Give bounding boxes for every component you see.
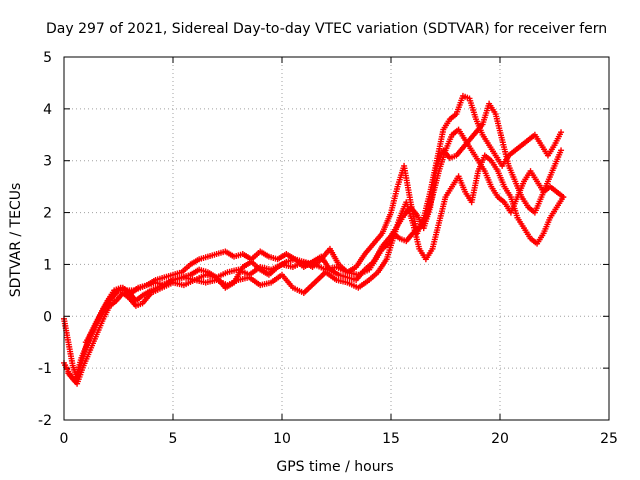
y-tick-label: -1 — [38, 361, 52, 377]
x-tick-label: 25 — [600, 431, 618, 447]
x-tick-label: 20 — [491, 431, 509, 447]
x-tick-label: 0 — [60, 431, 69, 447]
y-axis-label: SDTVAR / TECUs — [8, 183, 24, 298]
y-tick-label: 0 — [43, 309, 52, 325]
chart-title: Day 297 of 2021, Sidereal Day-to-day VTE… — [46, 21, 607, 37]
y-tick-label: 5 — [43, 50, 52, 66]
x-tick-label: 5 — [169, 431, 178, 447]
x-tick-label: 15 — [382, 431, 400, 447]
y-tick-label: 2 — [43, 206, 52, 222]
data-point — [558, 147, 565, 154]
x-tick-label: 10 — [273, 431, 291, 447]
y-tick-label: -2 — [38, 413, 52, 429]
data-points — [61, 92, 567, 387]
x-axis-label: GPS time / hours — [276, 459, 393, 475]
data-point — [558, 129, 565, 136]
y-tick-label: 1 — [43, 257, 52, 273]
y-tick-label: 4 — [43, 102, 52, 118]
grid-lines — [64, 57, 609, 420]
data-point — [560, 194, 567, 201]
y-tick-label: 3 — [43, 154, 52, 170]
plot-frame — [63, 56, 610, 421]
